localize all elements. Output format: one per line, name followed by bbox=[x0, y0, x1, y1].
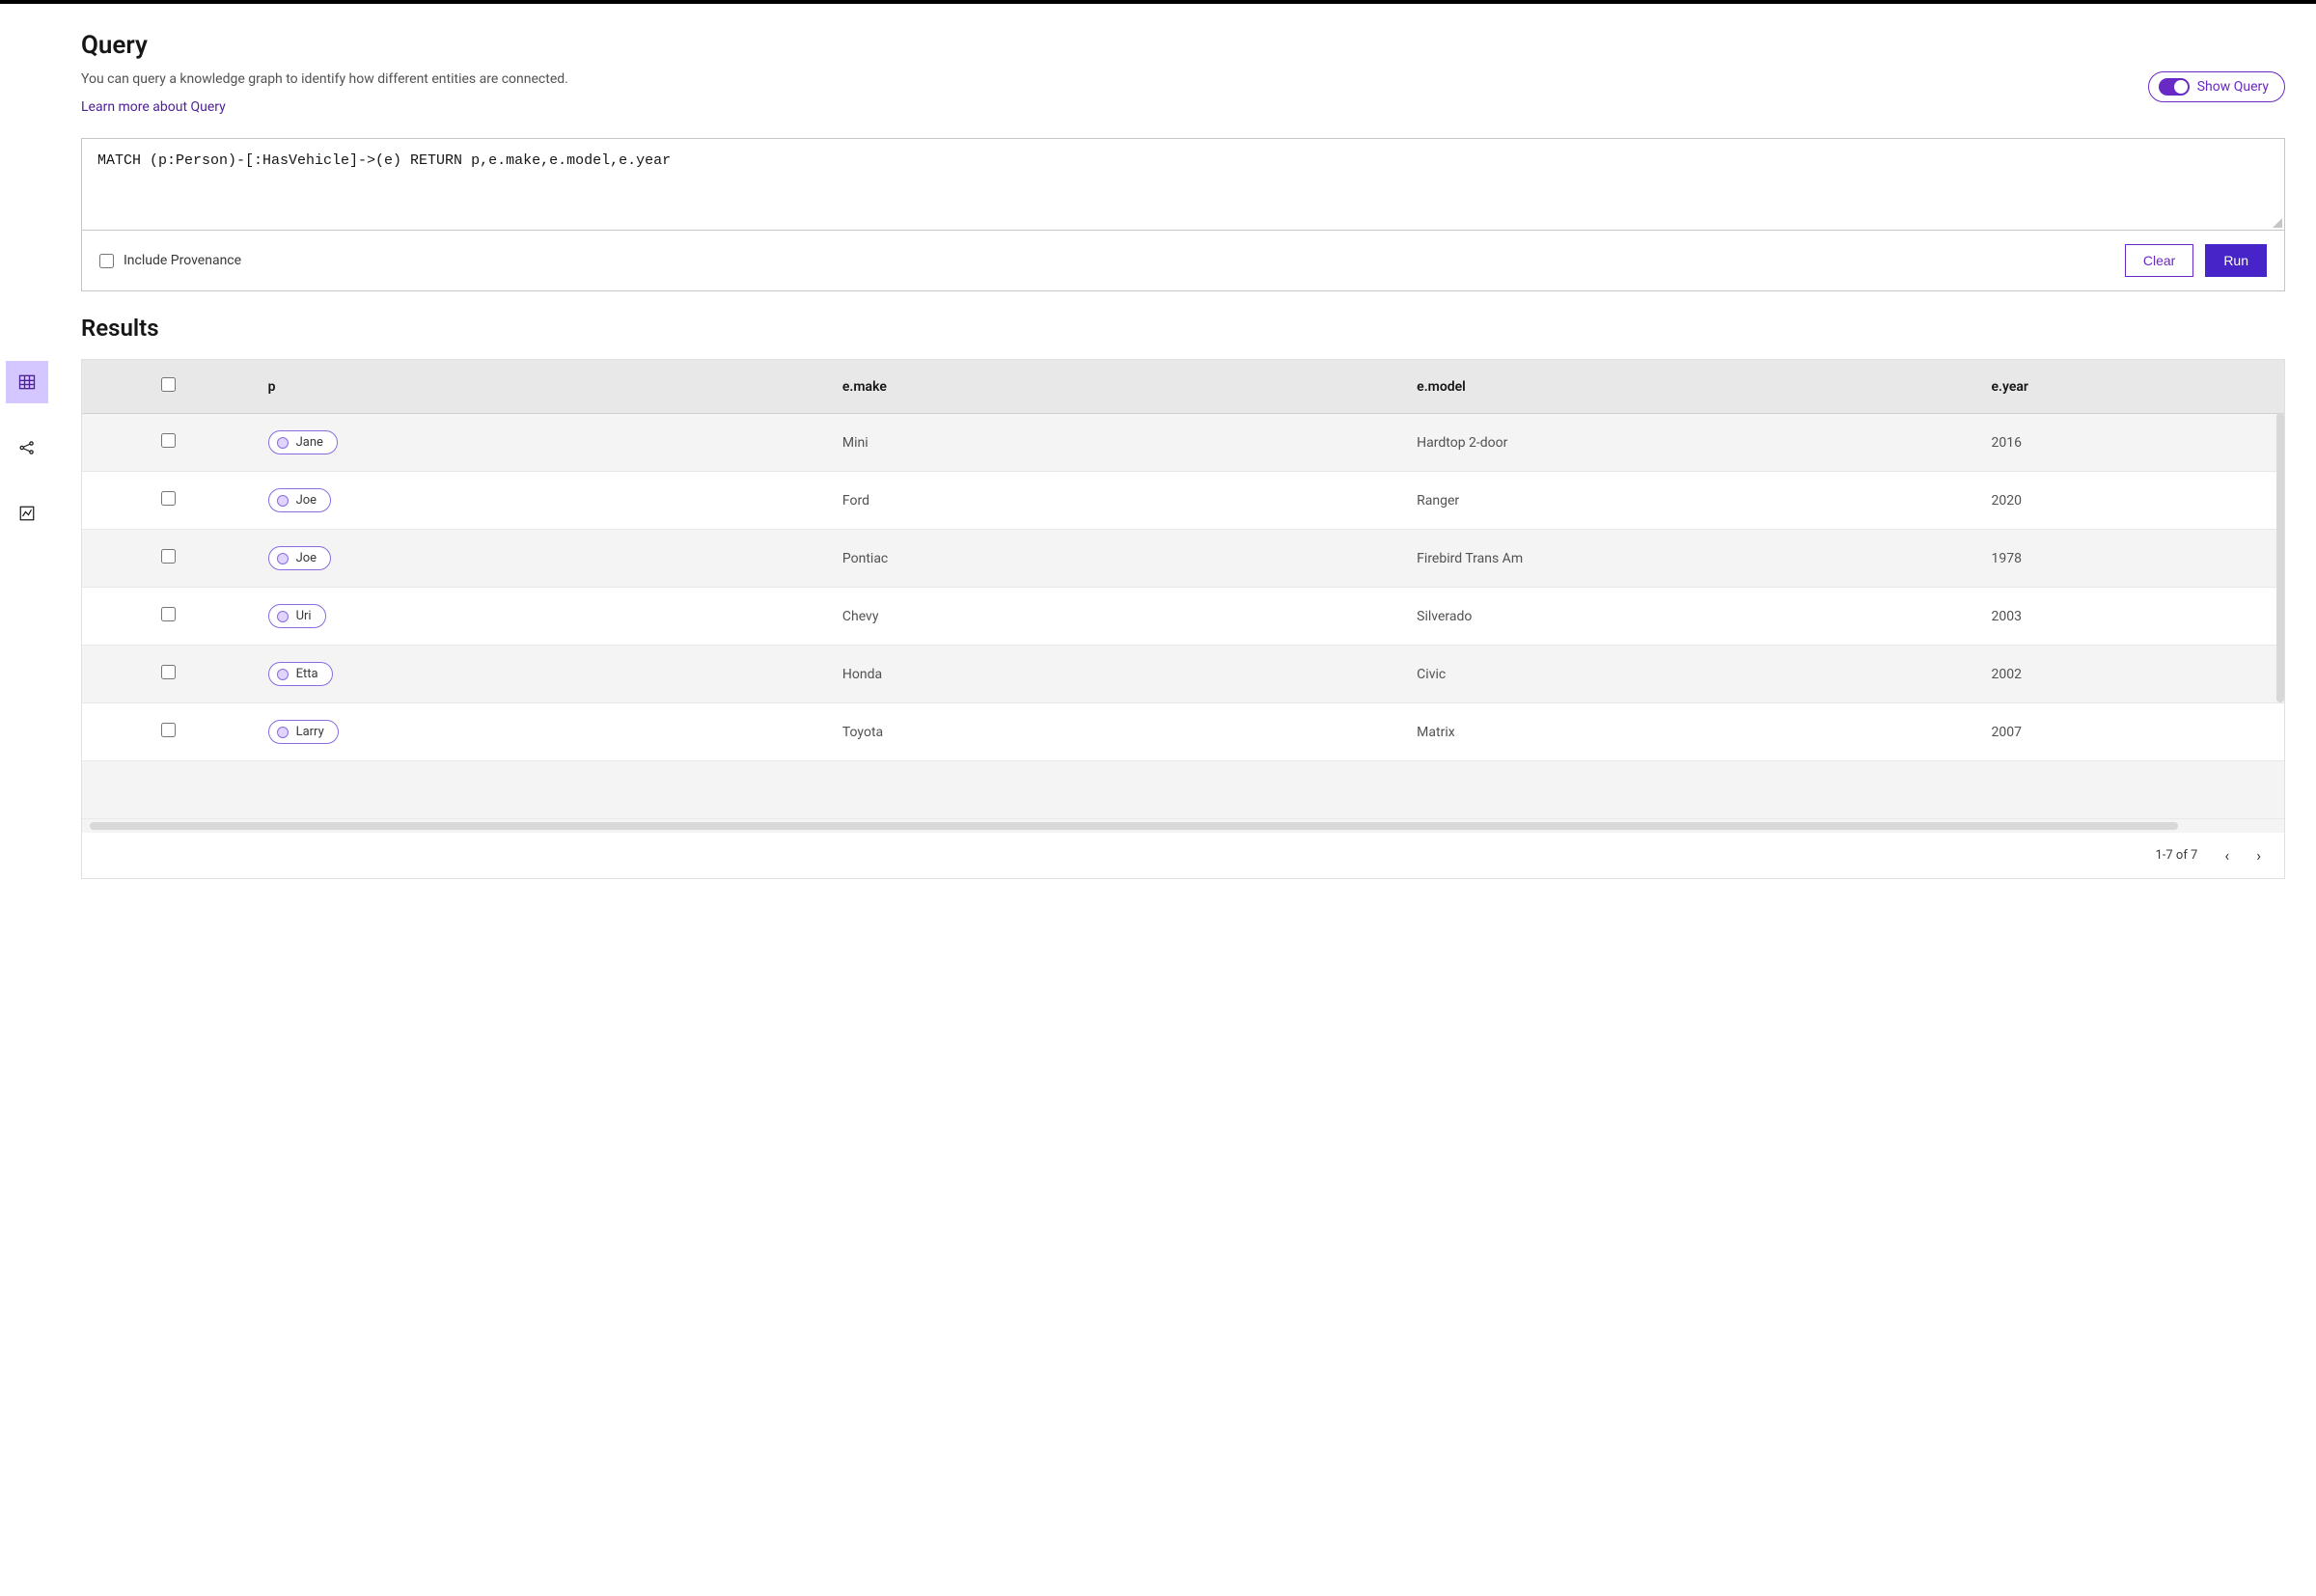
person-name: Uri bbox=[296, 609, 312, 623]
clear-button[interactable]: Clear bbox=[2125, 244, 2193, 277]
graph-view-icon[interactable] bbox=[6, 427, 48, 469]
table-row[interactable]: Joe Pontiac Firebird Trans Am 1978 bbox=[82, 530, 2284, 588]
cell-make: Mini bbox=[829, 414, 1403, 472]
person-pill[interactable]: Joe bbox=[268, 488, 331, 512]
cell-model: Silverado bbox=[1403, 588, 1977, 646]
table-row[interactable]: Jane Mini Hardtop 2-door 2016 bbox=[82, 414, 2284, 472]
person-name: Joe bbox=[296, 493, 317, 508]
col-header-year[interactable]: e.year bbox=[1977, 360, 2284, 414]
row-checkbox[interactable] bbox=[161, 665, 176, 679]
table-row[interactable]: Larry Toyota Matrix 2007 bbox=[82, 703, 2284, 761]
person-pill[interactable]: Joe bbox=[268, 546, 331, 570]
query-textarea[interactable] bbox=[82, 139, 2284, 226]
include-provenance-row[interactable]: Include Provenance bbox=[99, 253, 241, 268]
cell-make: Chevy bbox=[829, 588, 1403, 646]
col-header-p[interactable]: p bbox=[255, 360, 829, 414]
cell-year: 1978 bbox=[1977, 530, 2284, 588]
table-row[interactable]: Joe Ford Ranger 2020 bbox=[82, 472, 2284, 530]
row-checkbox[interactable] bbox=[161, 549, 176, 564]
select-all-checkbox[interactable] bbox=[161, 377, 176, 392]
table-row bbox=[82, 761, 2284, 819]
prev-page-icon[interactable]: ‹ bbox=[2224, 846, 2229, 865]
cell-model: Firebird Trans Am bbox=[1403, 530, 1977, 588]
pill-dot-icon bbox=[277, 611, 289, 622]
person-pill[interactable]: Etta bbox=[268, 662, 333, 686]
person-pill[interactable]: Uri bbox=[268, 604, 326, 628]
horizontal-scrollbar[interactable] bbox=[82, 819, 2284, 833]
show-query-label: Show Query bbox=[2197, 79, 2269, 95]
table-row[interactable]: Etta Honda Civic 2002 bbox=[82, 646, 2284, 703]
show-query-toggle[interactable]: Show Query bbox=[2148, 71, 2285, 102]
query-box: Include Provenance Clear Run bbox=[81, 138, 2285, 291]
person-name: Joe bbox=[296, 551, 317, 565]
cell-year: 2016 bbox=[1977, 414, 2284, 472]
col-header-make[interactable]: e.make bbox=[829, 360, 1403, 414]
vertical-scrollbar[interactable] bbox=[2276, 413, 2284, 812]
page-description: You can query a knowledge graph to ident… bbox=[81, 71, 568, 87]
person-name: Jane bbox=[296, 435, 323, 450]
run-button[interactable]: Run bbox=[2205, 244, 2267, 277]
person-pill[interactable]: Larry bbox=[268, 720, 339, 744]
row-checkbox[interactable] bbox=[161, 491, 176, 506]
results-title: Results bbox=[81, 315, 2285, 342]
col-header-model[interactable]: e.model bbox=[1403, 360, 1977, 414]
include-provenance-label: Include Provenance bbox=[124, 253, 241, 268]
cell-year: 2002 bbox=[1977, 646, 2284, 703]
cell-year: 2003 bbox=[1977, 588, 2284, 646]
cell-make: Pontiac bbox=[829, 530, 1403, 588]
pagination: 1-7 of 7 ‹ › bbox=[82, 833, 2284, 878]
include-provenance-checkbox[interactable] bbox=[99, 254, 114, 268]
pill-dot-icon bbox=[277, 553, 289, 564]
results-table: p e.make e.model e.year Jane Mini Hardto… bbox=[81, 359, 2285, 879]
cell-year: 2007 bbox=[1977, 703, 2284, 761]
row-checkbox[interactable] bbox=[161, 433, 176, 448]
pill-dot-icon bbox=[277, 669, 289, 680]
cell-model: Civic bbox=[1403, 646, 1977, 703]
cell-make: Honda bbox=[829, 646, 1403, 703]
view-sidebar bbox=[0, 4, 54, 902]
table-view-icon[interactable] bbox=[6, 361, 48, 403]
cell-year: 2020 bbox=[1977, 472, 2284, 530]
cell-make: Toyota bbox=[829, 703, 1403, 761]
toggle-icon bbox=[2159, 78, 2190, 96]
chart-view-icon[interactable] bbox=[6, 492, 48, 535]
learn-more-link[interactable]: Learn more about Query bbox=[81, 99, 226, 115]
row-checkbox[interactable] bbox=[161, 723, 176, 737]
row-checkbox[interactable] bbox=[161, 607, 176, 621]
cell-model: Matrix bbox=[1403, 703, 1977, 761]
person-name: Larry bbox=[296, 725, 324, 739]
person-name: Etta bbox=[296, 667, 318, 681]
cell-model: Ranger bbox=[1403, 472, 1977, 530]
person-pill[interactable]: Jane bbox=[268, 430, 338, 454]
cell-model: Hardtop 2-door bbox=[1403, 414, 1977, 472]
pill-dot-icon bbox=[277, 495, 289, 507]
next-page-icon[interactable]: › bbox=[2256, 846, 2261, 865]
page-title: Query bbox=[81, 31, 2285, 60]
pagination-text: 1-7 of 7 bbox=[2155, 848, 2197, 863]
pill-dot-icon bbox=[277, 727, 289, 738]
cell-make: Ford bbox=[829, 472, 1403, 530]
pill-dot-icon bbox=[277, 437, 289, 449]
table-row[interactable]: Uri Chevy Silverado 2003 bbox=[82, 588, 2284, 646]
